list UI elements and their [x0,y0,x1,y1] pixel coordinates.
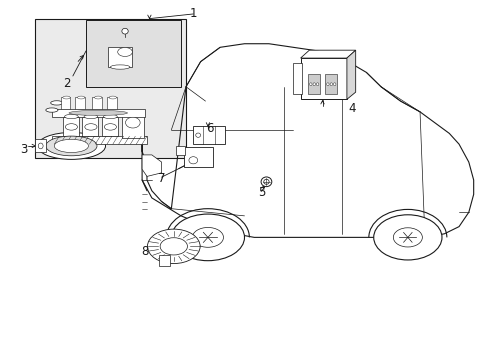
Ellipse shape [192,228,223,247]
Text: 2: 2 [62,77,70,90]
Bar [62,117,79,136]
Polygon shape [142,155,161,176]
Bar [108,47,132,67]
Text: 5: 5 [257,186,264,199]
Bar [75,97,85,109]
Ellipse shape [312,83,315,86]
Text: 4: 4 [347,102,355,115]
Ellipse shape [125,117,140,128]
Bar [61,97,70,109]
Text: 8: 8 [141,245,148,258]
Ellipse shape [309,83,311,86]
Ellipse shape [51,101,63,105]
Bar [183,147,212,167]
Ellipse shape [316,83,318,86]
Ellipse shape [104,124,116,130]
Text: 3: 3 [20,143,28,156]
Bar [325,74,336,94]
Bar [52,136,147,144]
Bar [82,117,98,136]
Ellipse shape [118,48,132,57]
Bar [86,21,181,87]
Ellipse shape [54,139,88,153]
Ellipse shape [263,179,268,184]
Ellipse shape [195,133,200,137]
Bar [35,139,45,152]
Ellipse shape [333,83,335,86]
Ellipse shape [188,157,197,164]
Ellipse shape [373,215,441,260]
Bar [159,255,169,266]
Ellipse shape [392,228,422,247]
Bar [102,117,118,136]
Ellipse shape [160,238,187,255]
Ellipse shape [326,83,328,86]
Text: 1: 1 [189,7,197,20]
Ellipse shape [37,132,105,159]
Polygon shape [346,50,355,99]
Bar [52,109,144,117]
Ellipse shape [109,96,116,99]
Ellipse shape [38,143,43,149]
Bar [35,19,185,158]
Bar [193,126,224,144]
Bar [307,74,320,94]
Bar [92,97,102,109]
Text: 7: 7 [158,172,165,185]
Ellipse shape [171,214,244,261]
Bar [122,115,143,138]
Ellipse shape [122,28,128,34]
Ellipse shape [63,96,70,99]
Bar [176,146,184,155]
Bar [293,63,301,94]
Ellipse shape [65,124,77,130]
Text: 6: 6 [206,122,214,135]
Ellipse shape [46,108,58,112]
Ellipse shape [94,96,102,99]
Ellipse shape [147,229,200,264]
Bar [300,58,346,99]
Ellipse shape [103,114,117,119]
Ellipse shape [261,177,271,186]
Ellipse shape [46,136,97,156]
Ellipse shape [64,114,78,119]
Ellipse shape [329,83,332,86]
Polygon shape [300,50,355,58]
Ellipse shape [84,124,97,130]
Ellipse shape [77,96,84,99]
Ellipse shape [69,111,127,116]
Ellipse shape [84,114,98,119]
Ellipse shape [110,65,130,69]
Bar [107,97,117,109]
